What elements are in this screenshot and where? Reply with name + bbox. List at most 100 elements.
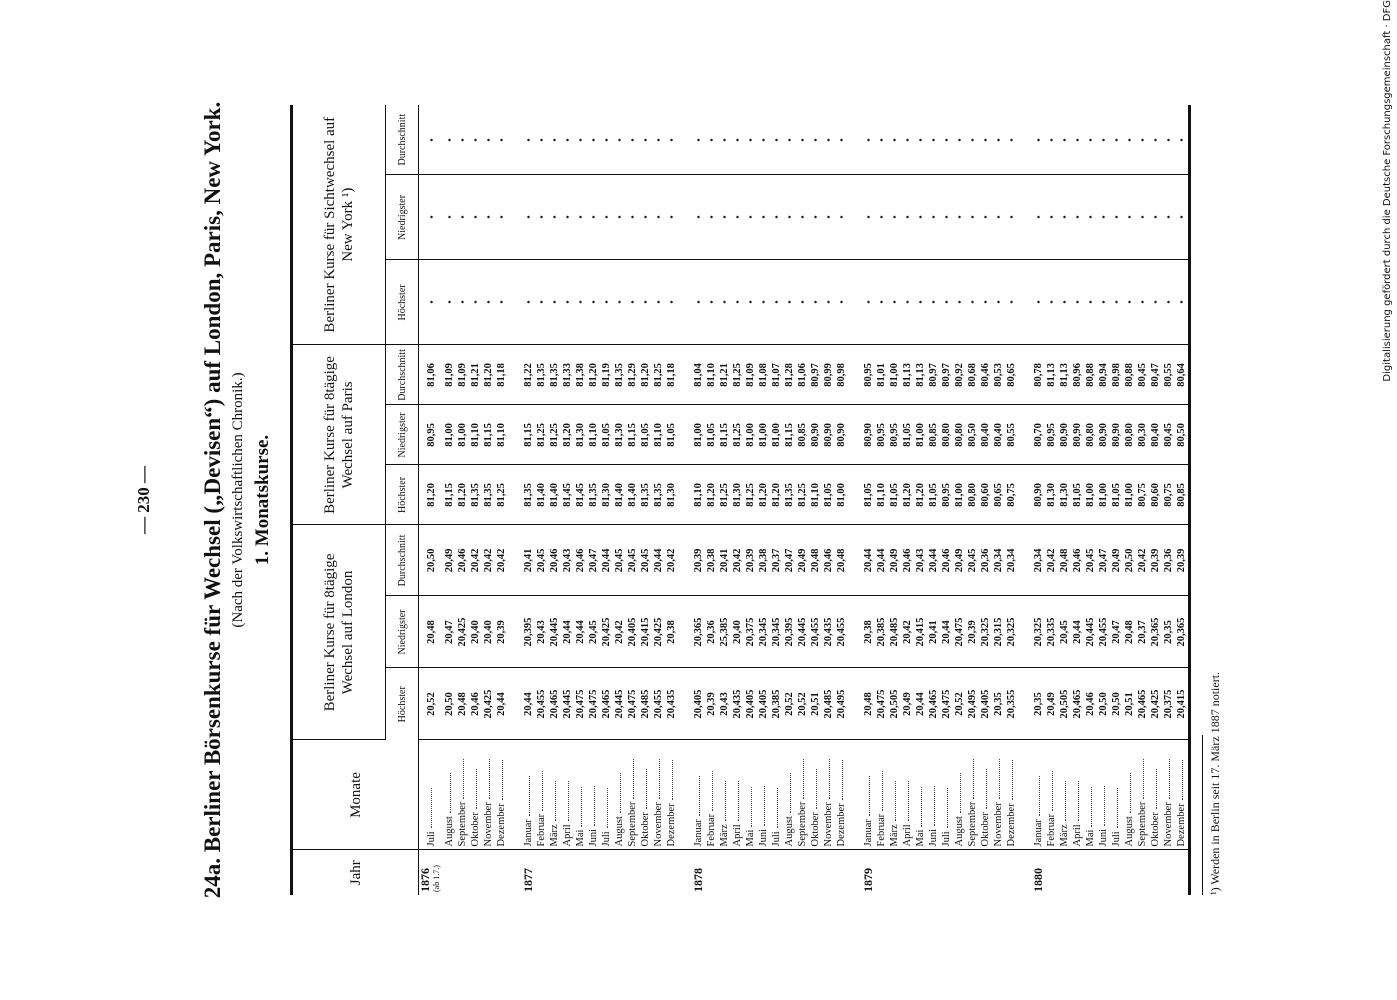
rate: 81,00 [1097,464,1110,525]
empty-cell [508,740,522,850]
rate: 20,45 [535,524,548,596]
rate: 81,00 [757,404,770,465]
rate: 20,40 [469,596,482,668]
rate: 80,90 [1071,404,1084,465]
rate: 81,00 [914,404,927,465]
scan-page: — 230 — 24a. Berliner Börsenkurse für We… [130,100,1230,900]
empty-rate [718,174,731,260]
rate: 80,90 [822,404,835,465]
empty-rate [418,174,443,260]
empty-cell [848,850,862,895]
empty-rate [652,259,665,345]
rate: 20,49 [901,668,914,740]
rate: 20,505 [1058,668,1071,740]
month: Juni [587,740,600,850]
year-cell [1149,850,1162,895]
rate: 81,20 [705,464,718,525]
empty-rate [626,174,639,260]
year-cell [835,850,848,895]
rate: 20,315 [992,596,1005,668]
rate: 81,15 [482,404,495,465]
empty-cell [678,740,692,850]
empty-rate [535,174,548,260]
month: Juli [600,740,613,850]
rate: 20,50 [443,668,456,740]
empty-rate [757,104,770,175]
rate: 81,28 [783,344,796,405]
rate: 81,35 [482,464,495,525]
empty-rate [901,259,914,345]
year-gap [678,104,692,895]
rate: 81,25 [652,344,665,405]
empty-rate [1058,104,1071,175]
rate: 20,39 [1149,524,1162,596]
rate: 81,10 [652,404,665,465]
month: März [718,740,731,850]
month: Dezember [1005,740,1018,850]
year-cell [744,850,757,895]
empty-rate [979,259,992,345]
empty-rate [482,259,495,345]
month: Januar [862,740,875,850]
empty-rate [548,104,561,175]
empty-rate [600,174,613,260]
rate: 20,46 [822,524,835,596]
rate: 20,37 [1136,596,1149,668]
rate: 20,325 [1032,596,1045,668]
empty-rate [600,104,613,175]
rate: 20,45 [639,524,652,596]
table-row: November 20,425 20,40 20,42 81,35 81,15 81,20 [482,104,495,895]
rate: 20,48 [835,524,848,596]
month: Oktober [809,740,822,850]
month: Juli [1110,740,1123,850]
rate: 81,10 [875,464,888,525]
rate: 80,50 [966,404,979,465]
table-row: Juli 20,50 20,47 20,49 81,05 80,90 80,98 [1110,104,1123,895]
empty-rate [1162,259,1175,345]
empty-rate [1045,174,1058,260]
rate: 81,10 [495,404,508,465]
rate: 80,80 [966,464,979,525]
empty-rate [456,174,469,260]
rate: 20,36 [979,524,992,596]
year-cell: 1876 (ab 1.7.) [419,850,444,895]
empty-rate [1175,174,1190,260]
rate: 80,40 [992,404,1005,465]
rate: 80,85 [927,404,940,465]
empty-rate [757,259,770,345]
empty-rate [1045,259,1058,345]
table-row: Dezember 20,495 20,455 20,48 81,00 80,90 80,98 [835,104,848,895]
rate: 81,30 [665,464,678,525]
table-row: November 20,455 20,425 20,44 81,35 81,10 81,25 [652,104,665,895]
empty-rate [561,174,574,260]
table-row: August 20,50 20,47 20,49 81,15 81,00 81,09 [443,104,456,895]
year-cell [927,850,940,895]
month: Mai [914,740,927,850]
rate: 20,50 [1110,668,1123,740]
empty-rate [1136,174,1149,260]
empty-rate [914,104,927,175]
month: Oktober [1149,740,1162,850]
table-row: April 20,465 20,44 20,46 81,05 80,90 80,96 [1071,104,1084,895]
month: August [613,740,626,850]
rate: 20,395 [522,596,535,668]
rate: 20,405 [979,668,992,740]
rate: 20,455 [809,596,822,668]
month: Juni [927,740,940,850]
year-cell [1084,850,1097,895]
rate: 20,445 [613,668,626,740]
empty-rate [914,259,927,345]
rate: 81,07 [770,344,783,405]
group-header: Berliner Kurse für Sichtwechsel auf New … [291,104,386,345]
empty-rate [783,259,796,345]
rate: 20,34 [992,524,1005,596]
rate: 20,50 [1123,524,1136,596]
empty-cell [508,596,522,668]
rate: 80,98 [1110,344,1123,405]
table-row: Juli 20,475 20,44 20,46 80,95 80,80 80,97 [940,104,953,895]
month: Dezember [495,740,508,850]
year-cell [548,850,561,895]
empty-rate [966,259,979,345]
month: April [731,740,744,850]
empty-rate [940,104,953,175]
